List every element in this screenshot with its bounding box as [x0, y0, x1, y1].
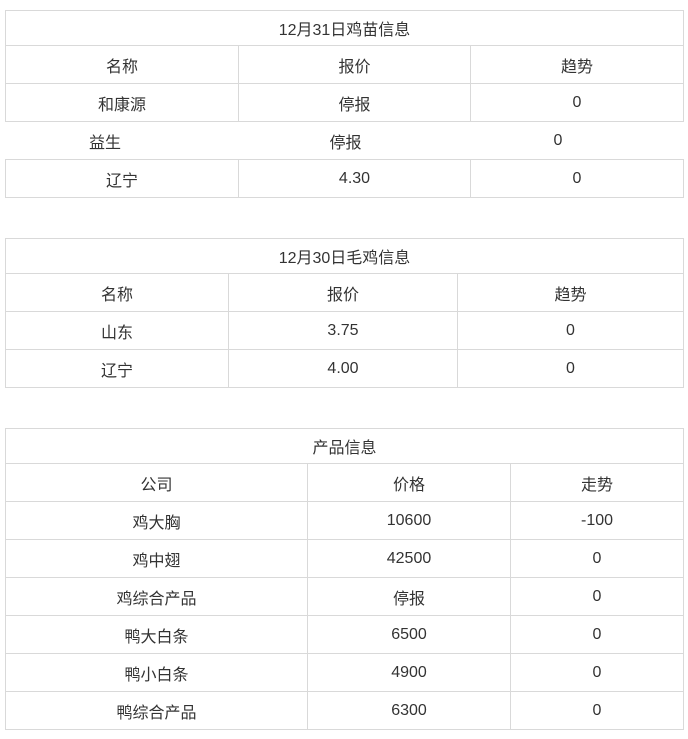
- table-row: 山东 3.75 0: [5, 311, 684, 350]
- table-row: 鸭大白条 6500 0: [5, 615, 684, 654]
- table-row: 辽宁 4.30 0: [5, 159, 684, 198]
- column-header-name: 名称: [5, 273, 229, 312]
- cell-company: 鸭大白条: [5, 615, 308, 654]
- cell-trend: 0: [510, 577, 684, 616]
- table-row: 鸡综合产品 停报 0: [5, 577, 684, 616]
- cell-company: 鸡大胸: [5, 501, 308, 540]
- broiler-table-title: 12月30日毛鸡信息: [5, 238, 684, 274]
- cell-trend: 0: [457, 349, 684, 388]
- column-header-price: 价格: [307, 463, 511, 502]
- cell-price: 6500: [307, 615, 511, 654]
- table-row: 鸭小白条 4900 0: [5, 653, 684, 692]
- cell-quote: 停报: [238, 121, 471, 160]
- cell-company: 鸡中翅: [5, 539, 308, 578]
- cell-price: 10600: [307, 501, 511, 540]
- product-table-header-row: 公司 价格 走势: [5, 463, 684, 502]
- chick-table-header-row: 名称 报价 趋势: [5, 45, 684, 84]
- cell-name: 山东: [5, 311, 229, 350]
- cell-trend: -100: [510, 501, 684, 540]
- table-row: 益生 停报 0: [5, 121, 684, 160]
- cell-name: 辽宁: [5, 159, 239, 198]
- column-header-company: 公司: [5, 463, 308, 502]
- cell-name: 辽宁: [5, 349, 229, 388]
- broiler-table-title-row: 12月30日毛鸡信息: [5, 238, 684, 274]
- cell-trend: 0: [510, 653, 684, 692]
- column-header-trend: 趋势: [470, 45, 684, 84]
- product-table-title: 产品信息: [5, 428, 684, 464]
- column-header-name: 名称: [5, 45, 239, 84]
- table-row: 辽宁 4.00 0: [5, 349, 684, 388]
- cell-price: 42500: [307, 539, 511, 578]
- chick-table-title-row: 12月31日鸡苗信息: [5, 10, 684, 46]
- product-table-title-row: 产品信息: [5, 428, 684, 464]
- cell-company: 鸡综合产品: [5, 577, 308, 616]
- column-header-quote: 报价: [228, 273, 458, 312]
- cell-company: 鸭综合产品: [5, 691, 308, 730]
- cell-trend: 0: [457, 311, 684, 350]
- cell-trend: 0: [510, 615, 684, 654]
- cell-company: 鸭小白条: [5, 653, 308, 692]
- table-row: 鸭综合产品 6300 0: [5, 691, 684, 730]
- column-header-quote: 报价: [238, 45, 471, 84]
- cell-price: 停报: [307, 577, 511, 616]
- chick-price-table: 12月31日鸡苗信息 名称 报价 趋势 和康源 停报 0 益生 停报 0 辽宁 …: [5, 10, 684, 198]
- cell-trend: 0: [470, 83, 684, 122]
- cell-trend: 0: [470, 159, 684, 198]
- cell-price: 4900: [307, 653, 511, 692]
- cell-quote: 停报: [238, 83, 471, 122]
- table-row: 鸡中翅 42500 0: [5, 539, 684, 578]
- cell-price: 6300: [307, 691, 511, 730]
- cell-quote: 3.75: [228, 311, 458, 350]
- cell-name: 益生: [5, 121, 239, 160]
- column-header-trend: 走势: [510, 463, 684, 502]
- cell-trend: 0: [510, 539, 684, 578]
- table-row: 鸡大胸 10600 -100: [5, 501, 684, 540]
- broiler-price-table: 12月30日毛鸡信息 名称 报价 趋势 山东 3.75 0 辽宁 4.00 0: [5, 238, 684, 388]
- cell-quote: 4.00: [228, 349, 458, 388]
- cell-trend: 0: [510, 691, 684, 730]
- cell-quote: 4.30: [238, 159, 471, 198]
- cell-trend: 0: [470, 121, 684, 160]
- table-row: 和康源 停报 0: [5, 83, 684, 122]
- broiler-table-header-row: 名称 报价 趋势: [5, 273, 684, 312]
- column-header-trend: 趋势: [457, 273, 684, 312]
- chick-table-title: 12月31日鸡苗信息: [5, 10, 684, 46]
- product-price-table: 产品信息 公司 价格 走势 鸡大胸 10600 -100 鸡中翅 42500 0…: [5, 428, 684, 730]
- cell-name: 和康源: [5, 83, 239, 122]
